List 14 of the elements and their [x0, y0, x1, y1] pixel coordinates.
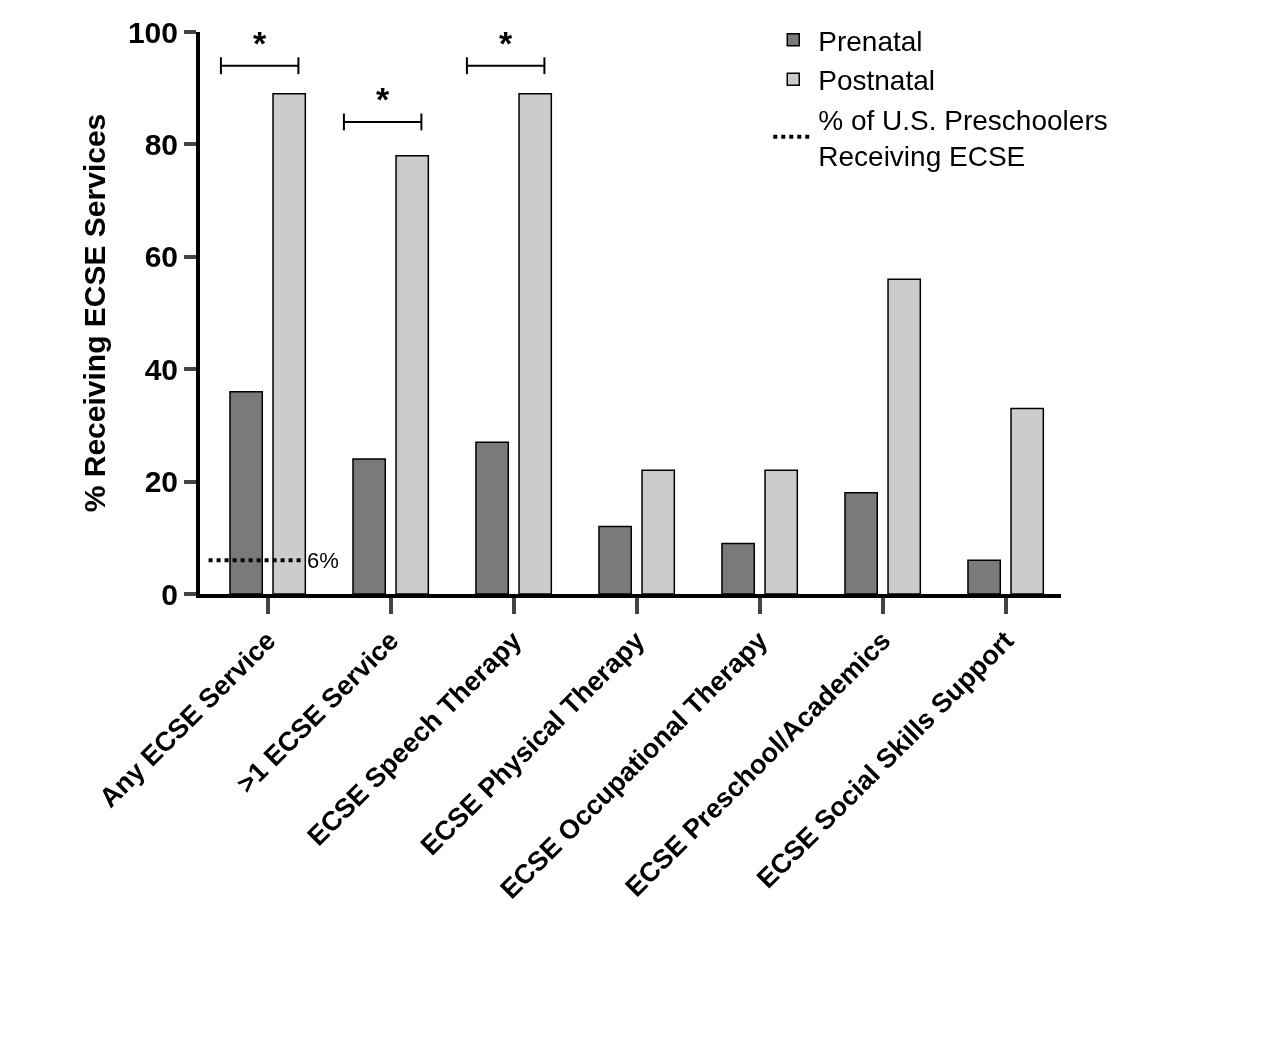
annotation: *	[376, 80, 390, 118]
legend-label: % of U.S. Preschoolers Receiving ECSE	[818, 104, 1108, 172]
y-tick-label: 80	[144, 127, 178, 161]
y-tick-label: 40	[144, 352, 178, 386]
legend-label: Prenatal	[818, 25, 923, 57]
y-tick-label: 60	[144, 240, 178, 274]
annotation: *	[499, 24, 513, 62]
legend-label: Postnatal	[818, 65, 936, 97]
y-axis-title: % Receiving ECSE Services	[78, 113, 112, 513]
y-tick-label: 100	[127, 15, 178, 49]
y-tick-label: 20	[144, 465, 178, 499]
annotation: *	[253, 24, 267, 62]
y-tick-label: 0	[161, 577, 178, 611]
annotation: 6%	[307, 548, 339, 573]
